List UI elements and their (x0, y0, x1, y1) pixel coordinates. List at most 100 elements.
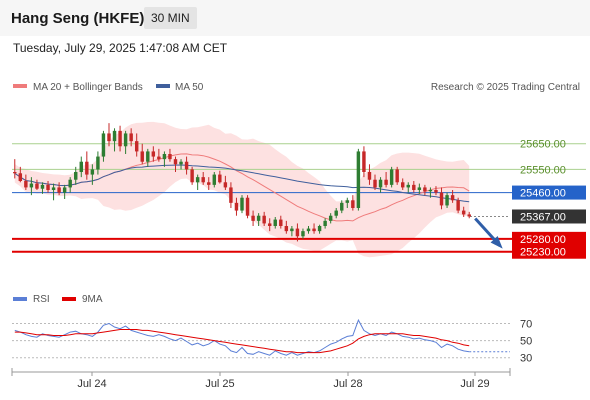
rsi-tick-label: 50 (520, 336, 532, 348)
candle-body (229, 187, 233, 203)
level-label-bg (512, 185, 586, 200)
candle-body (140, 151, 144, 162)
candle-body (85, 161, 89, 175)
candle-body (173, 159, 178, 165)
candle-body (378, 179, 383, 188)
candle-body (445, 195, 449, 206)
candle-body (317, 226, 322, 232)
candle-body (57, 187, 61, 193)
candle-body (340, 202, 344, 211)
candle-body (29, 183, 34, 188)
candle-body (439, 192, 444, 206)
candle-body (146, 151, 150, 162)
candle-body (151, 151, 156, 157)
level-label: 25367.00 (520, 211, 566, 223)
candle-body (345, 200, 350, 203)
candle-body (417, 187, 422, 190)
candle-body (461, 210, 466, 215)
candle-body (273, 219, 277, 226)
rsi-ma-legend-label: 9MA (82, 294, 103, 305)
forecast-arrow-head (490, 235, 503, 249)
x-tick-label: Jul 24 (77, 378, 106, 390)
candle-body (46, 184, 50, 190)
rsi-ma-line (14, 329, 470, 354)
level-label-bg (512, 244, 586, 259)
candle-body (301, 231, 305, 237)
level-label: 25230.00 (520, 247, 566, 259)
candle-body (212, 174, 217, 185)
candle-body (362, 151, 366, 172)
rsi-legend-swatch (13, 297, 27, 301)
rsi-legend-label: RSI (33, 294, 50, 305)
candle-body (62, 187, 67, 193)
candle-body (456, 200, 460, 211)
candle-body (90, 169, 95, 175)
candle-body (290, 228, 294, 232)
level-label: 25650.00 (520, 139, 566, 151)
level-label: 25280.00 (520, 234, 566, 246)
rsi-tick-label: 70 (520, 319, 532, 331)
candle-body (157, 156, 161, 160)
moving-averages (14, 153, 470, 222)
rsi-tick-label: 30 (520, 353, 532, 365)
candle-body (284, 226, 289, 232)
x-tick-label: Jul 28 (333, 378, 362, 390)
level-label: 25460.00 (520, 188, 566, 200)
candle-body (395, 169, 399, 183)
level-label: 25550.00 (520, 164, 566, 176)
candle-body (367, 172, 372, 180)
candle-body (13, 172, 17, 174)
candle-body (262, 215, 266, 224)
bollinger-band-fill (14, 121, 470, 258)
x-tick-label: Jul 29 (460, 378, 489, 390)
candle-body (323, 220, 327, 226)
candle-body (195, 177, 200, 183)
candle-body (306, 228, 311, 232)
candle-body (51, 187, 56, 190)
candle-body (207, 182, 211, 185)
candle-body (384, 179, 388, 185)
candle-body (279, 219, 283, 226)
header-bar: Hang Seng (HKFE) 30 MIN (0, 0, 590, 36)
candle-body (334, 210, 338, 216)
candle-body (24, 181, 28, 188)
candle-body (74, 172, 78, 180)
x-axis: Jul 24 Jul 25 Jul 28 Jul 29 (11, 368, 511, 390)
candle-body (245, 197, 250, 216)
ma50-legend-swatch (156, 84, 170, 88)
candle-body (168, 154, 172, 160)
candle-body (218, 174, 222, 183)
candle-body (118, 130, 122, 147)
candle-body (179, 161, 183, 165)
level-label-bg (512, 209, 586, 224)
candle-body (434, 190, 438, 193)
candle-body (40, 184, 45, 189)
candle-body (184, 161, 189, 170)
candle-body (190, 169, 194, 183)
price-levels (12, 143, 586, 253)
candle-body (312, 228, 316, 232)
level-label-bg (512, 231, 586, 246)
candle-body (35, 183, 39, 189)
chart-timestamp: Tuesday, July 29, 2025 1:47:08 AM CET (13, 41, 228, 55)
candle-body (406, 184, 410, 188)
candle-body (356, 151, 361, 208)
candle-body (101, 133, 106, 157)
candle-body (267, 223, 272, 226)
rsi-panel: 70 50 30 (12, 319, 532, 365)
candle-body (351, 200, 355, 208)
candle-body (428, 190, 433, 192)
candle-body (162, 154, 167, 160)
candle-body (295, 228, 300, 237)
ma50-line (14, 164, 470, 203)
candle-body (112, 130, 117, 142)
candle-body (223, 182, 228, 188)
price-level-labels: 25650.00 25550.00 25460.00 25367.00 25280.00… (512, 139, 586, 259)
rsi-line (14, 318, 470, 356)
timeframe-badge[interactable]: 30 MIN (144, 7, 197, 29)
candle-body (412, 184, 416, 190)
ma20-legend-label: MA 20 + Bollinger Bands (33, 82, 143, 93)
ma20-legend-swatch (13, 84, 27, 88)
candle-body (79, 161, 83, 172)
